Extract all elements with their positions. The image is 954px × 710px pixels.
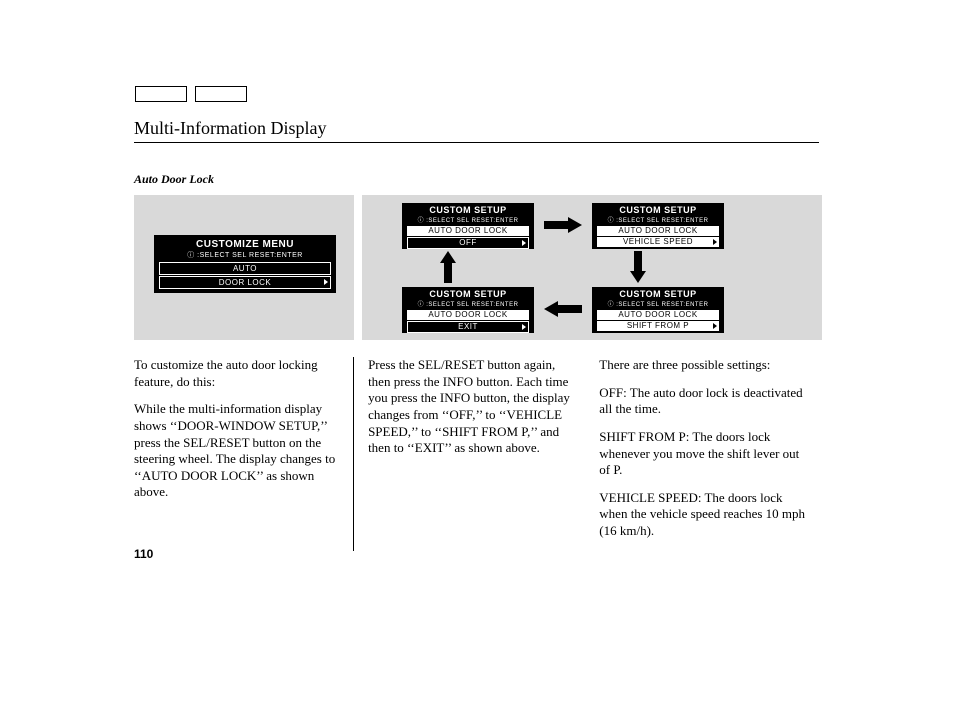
lcd-subline: ⓘ :SELECT SEL RESET:ENTER	[593, 215, 723, 225]
lcd-header: CUSTOM SETUP	[593, 288, 723, 299]
lcd-line2-text: SHIFT FROM P	[627, 321, 689, 330]
triangle-icon	[713, 323, 717, 329]
figure-customize-menu: CUSTOMIZE MENU ⓘ :SELECT SEL RESET:ENTER…	[134, 195, 354, 340]
lcd-line1: AUTO DOOR LOCK	[597, 226, 719, 236]
paragraph: VEHICLE SPEED: The doors lock when the v…	[599, 490, 808, 540]
lcd-off: CUSTOM SETUP ⓘ :SELECT SEL RESET:ENTER A…	[402, 203, 534, 249]
lcd-line2: SHIFT FROM P	[597, 321, 719, 331]
header-tabs	[135, 86, 247, 102]
arrow-up-icon	[440, 251, 456, 283]
page-number: 110	[134, 547, 153, 561]
arrow-left-icon	[544, 301, 582, 317]
lcd-line2-text: DOOR LOCK	[219, 278, 272, 287]
paragraph: SHIFT FROM P: The doors lock whenever yo…	[599, 429, 808, 479]
paragraph: OFF: The auto door lock is deactivated a…	[599, 385, 808, 418]
arrow-right-icon	[544, 217, 582, 233]
title-rule	[134, 142, 819, 143]
arrow-down-icon	[630, 251, 646, 283]
column-1: To customize the auto door locking featu…	[134, 357, 354, 551]
lcd-line2: EXIT	[407, 321, 529, 333]
lcd-line2-text: VEHICLE SPEED	[623, 237, 693, 246]
manual-page: Multi-Information Display Auto Door Lock…	[0, 0, 954, 710]
figure-setup-cycle: CUSTOM SETUP ⓘ :SELECT SEL RESET:ENTER A…	[362, 195, 822, 340]
lcd-header: CUSTOM SETUP	[403, 204, 533, 215]
lcd-subline: ⓘ :SELECT SEL RESET:ENTER	[403, 215, 533, 225]
lcd-line2: OFF	[407, 237, 529, 249]
triangle-icon	[324, 279, 328, 285]
lcd-subline: ⓘ :SELECT SEL RESET:ENTER	[155, 250, 335, 261]
lcd-line1: AUTO	[159, 262, 331, 275]
lcd-line1: AUTO DOOR LOCK	[597, 310, 719, 320]
triangle-icon	[713, 239, 717, 245]
page-title: Multi-Information Display	[134, 118, 326, 139]
triangle-icon	[522, 240, 526, 246]
column-2: Press the SEL/RESET button again, then p…	[354, 357, 585, 551]
lcd-line1: AUTO DOOR LOCK	[407, 226, 529, 236]
paragraph: While the multi-information display show…	[134, 401, 339, 501]
lcd-line1-text: AUTO	[233, 264, 257, 273]
lcd-line2: DOOR LOCK	[159, 276, 331, 289]
lcd-header: CUSTOMIZE MENU	[155, 236, 335, 250]
lcd-customize-menu: CUSTOMIZE MENU ⓘ :SELECT SEL RESET:ENTER…	[154, 235, 336, 293]
lcd-line2-text: OFF	[459, 238, 477, 247]
lcd-vehicle-speed: CUSTOM SETUP ⓘ :SELECT SEL RESET:ENTER A…	[592, 203, 724, 249]
tab-placeholder	[135, 86, 187, 102]
paragraph: To customize the auto door locking featu…	[134, 357, 339, 390]
lcd-line2-text: EXIT	[458, 322, 478, 331]
tab-placeholder	[195, 86, 247, 102]
lcd-shift-from-p: CUSTOM SETUP ⓘ :SELECT SEL RESET:ENTER A…	[592, 287, 724, 333]
lcd-line2: VEHICLE SPEED	[597, 237, 719, 247]
section-subhead: Auto Door Lock	[134, 172, 214, 187]
column-3: There are three possible settings: OFF: …	[585, 357, 822, 551]
paragraph: There are three possible settings:	[599, 357, 808, 374]
triangle-icon	[522, 324, 526, 330]
body-columns: To customize the auto door locking featu…	[134, 357, 822, 551]
lcd-header: CUSTOM SETUP	[593, 204, 723, 215]
paragraph: Press the SEL/RESET button again, then p…	[368, 357, 571, 457]
lcd-exit: CUSTOM SETUP ⓘ :SELECT SEL RESET:ENTER A…	[402, 287, 534, 333]
lcd-subline: ⓘ :SELECT SEL RESET:ENTER	[593, 299, 723, 309]
lcd-header: CUSTOM SETUP	[403, 288, 533, 299]
lcd-subline: ⓘ :SELECT SEL RESET:ENTER	[403, 299, 533, 309]
lcd-line1: AUTO DOOR LOCK	[407, 310, 529, 320]
